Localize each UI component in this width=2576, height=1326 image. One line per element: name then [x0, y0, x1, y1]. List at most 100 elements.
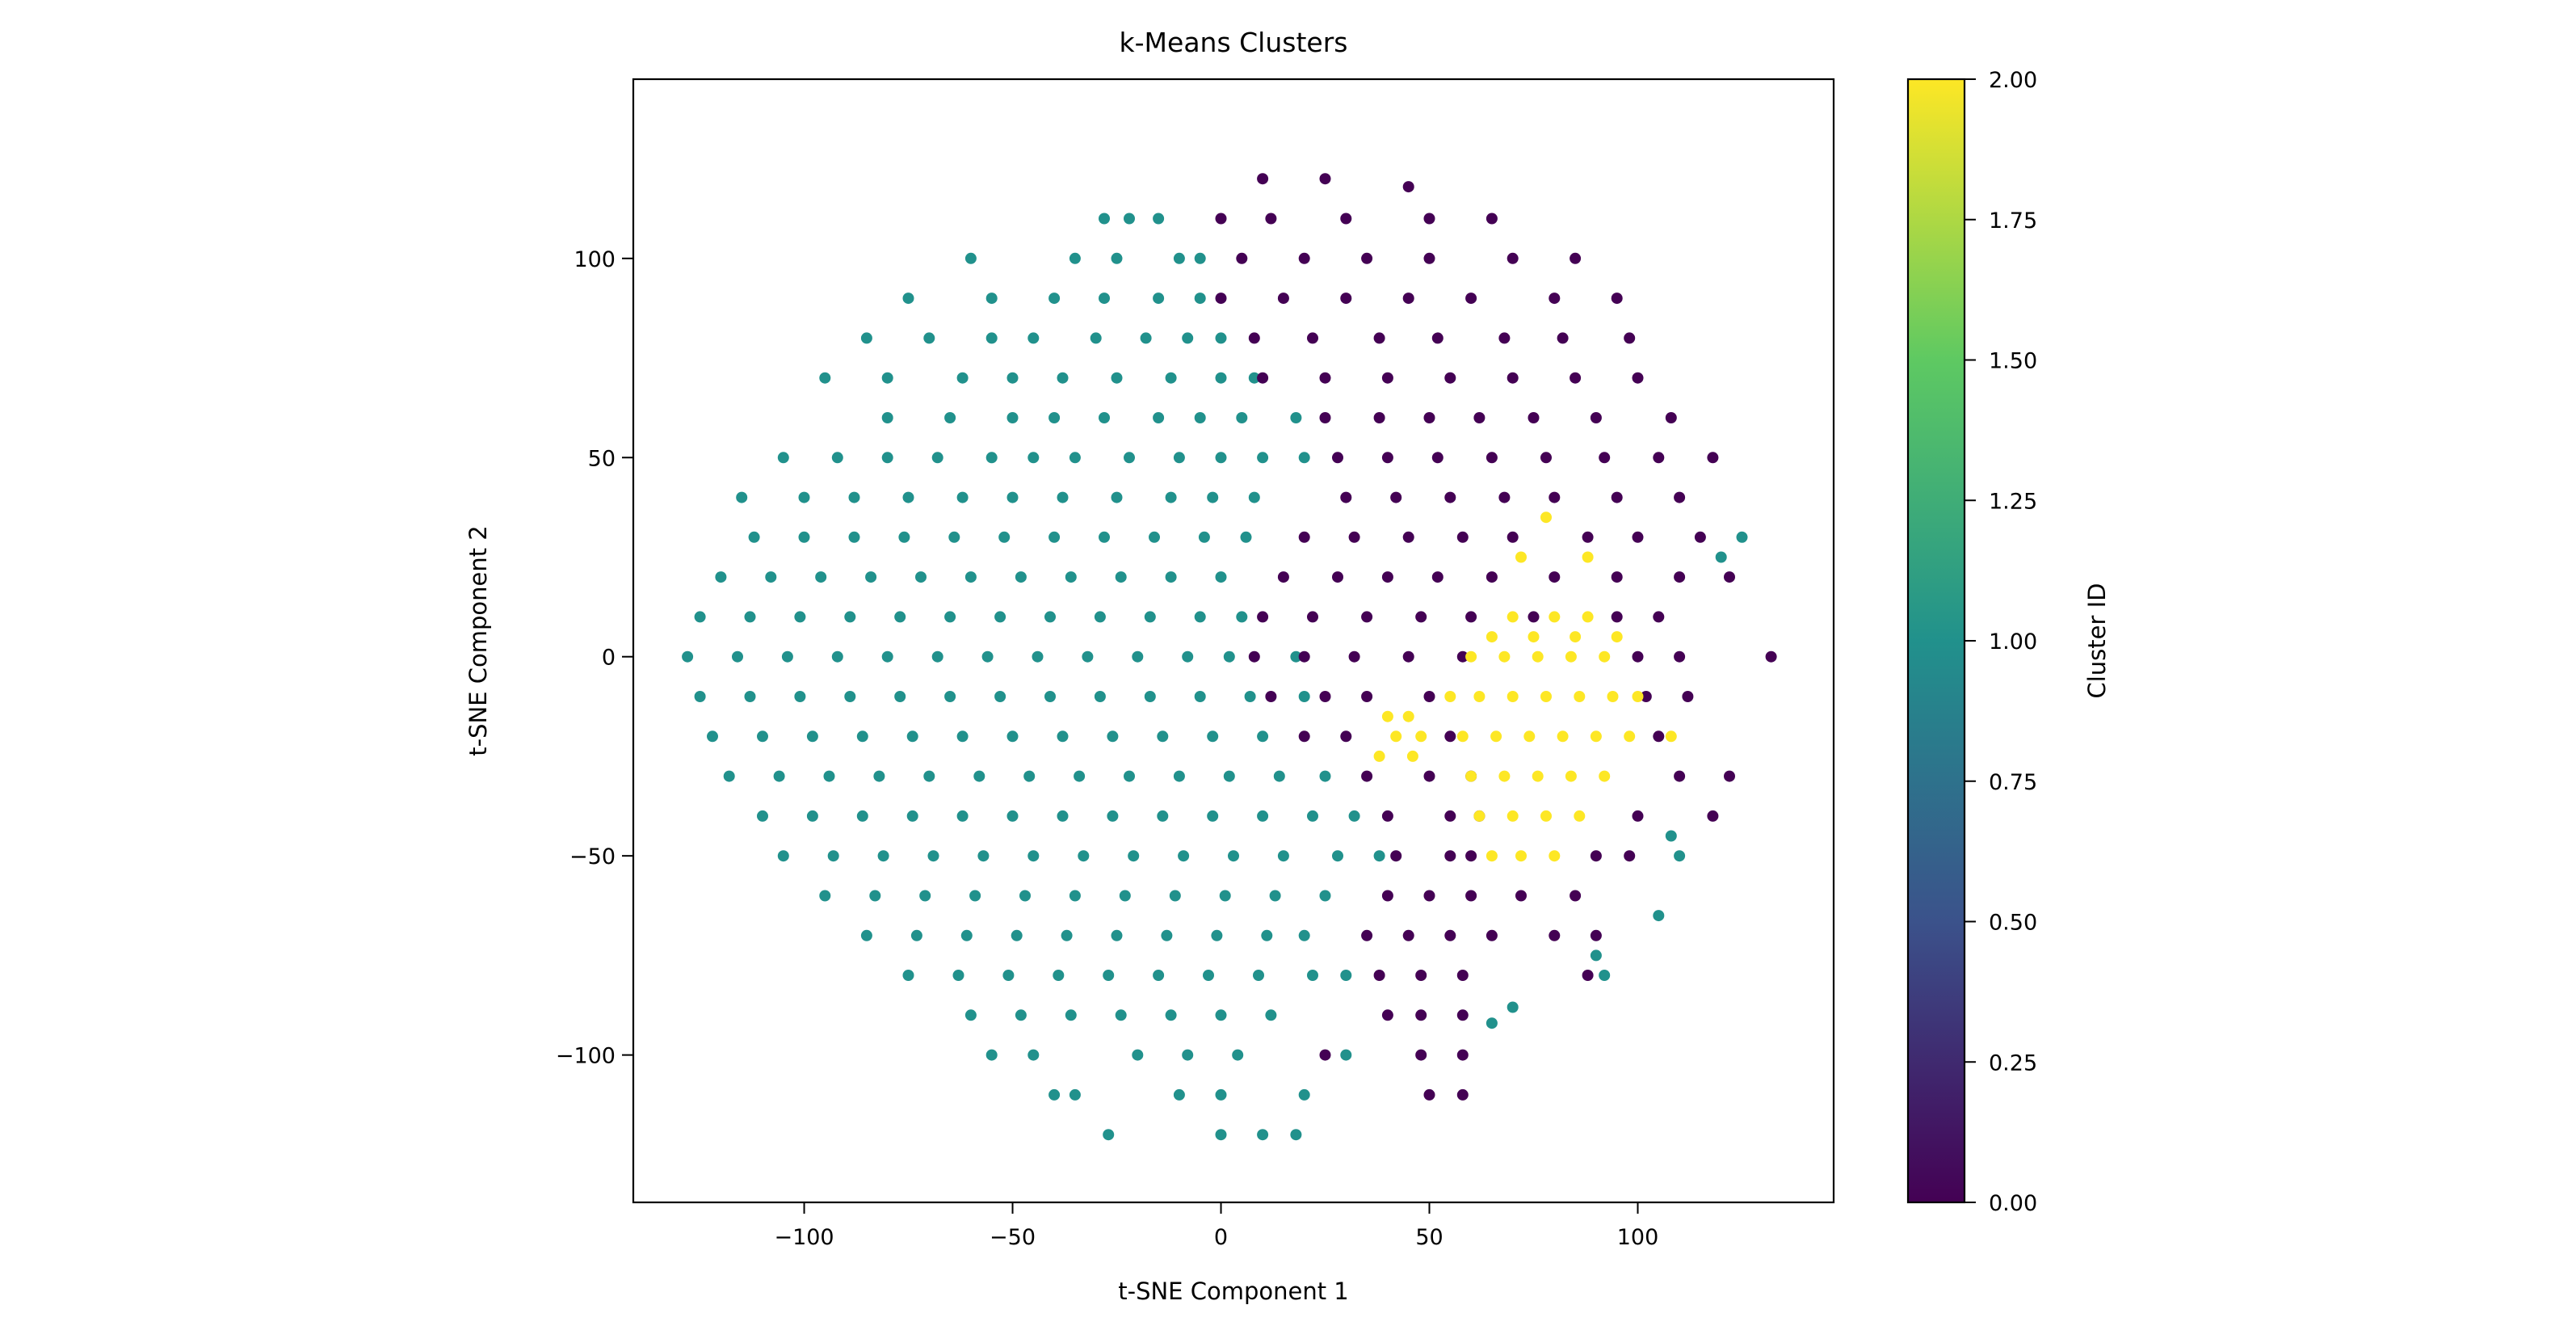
point-cluster-1 [1074, 770, 1086, 782]
point-cluster-1 [1107, 730, 1119, 743]
point-cluster-2 [1565, 650, 1577, 663]
point-cluster-0 [1444, 850, 1456, 862]
point-cluster-0 [1582, 531, 1594, 543]
point-cluster-1 [865, 571, 877, 583]
point-cluster-1 [881, 412, 893, 423]
point-cluster-1 [881, 372, 893, 384]
point-cluster-1 [856, 810, 868, 822]
point-cluster-1 [1715, 551, 1727, 563]
point-cluster-1 [1298, 929, 1310, 941]
point-cluster-2 [1574, 810, 1586, 822]
point-cluster-1 [1207, 730, 1219, 743]
point-cluster-0 [1624, 332, 1636, 344]
point-cluster-1 [1165, 571, 1177, 583]
point-cluster-1 [1082, 650, 1094, 663]
point-cluster-1 [898, 531, 910, 543]
point-cluster-1 [998, 531, 1011, 543]
point-cluster-0 [1277, 293, 1289, 305]
point-cluster-1 [765, 571, 777, 583]
point-cluster-1 [910, 929, 922, 941]
point-cluster-0 [1298, 650, 1310, 663]
point-cluster-1 [1194, 293, 1206, 305]
point-cluster-2 [1402, 710, 1414, 722]
point-cluster-1 [1736, 531, 1748, 543]
point-cluster-2 [1381, 710, 1393, 722]
point-cluster-0 [1381, 1009, 1393, 1021]
point-cluster-0 [1390, 850, 1402, 862]
point-cluster-1 [1128, 850, 1140, 862]
point-cluster-0 [1431, 452, 1443, 464]
point-cluster-1 [1194, 691, 1206, 702]
point-cluster-0 [1486, 929, 1498, 941]
point-cluster-1 [1048, 531, 1061, 543]
point-cluster-0 [1215, 213, 1227, 225]
point-cluster-0 [1319, 691, 1331, 702]
point-cluster-1 [1194, 252, 1206, 264]
point-cluster-0 [1319, 1049, 1331, 1061]
point-cluster-1 [860, 332, 872, 344]
point-cluster-2 [1373, 750, 1385, 762]
point-cluster-1 [944, 691, 956, 702]
point-cluster-0 [1340, 293, 1352, 305]
point-cluster-0 [1257, 173, 1269, 185]
point-cluster-1 [1011, 929, 1023, 941]
point-cluster-1 [1006, 730, 1019, 743]
point-cluster-0 [1549, 571, 1561, 583]
point-cluster-0 [1361, 252, 1373, 264]
point-cluster-0 [1674, 650, 1686, 663]
point-cluster-1 [956, 372, 969, 384]
point-cluster-1 [757, 810, 768, 822]
point-cluster-0 [1381, 571, 1393, 583]
point-cluster-1 [736, 491, 748, 503]
point-cluster-1 [923, 332, 935, 344]
point-cluster-0 [1665, 412, 1677, 423]
point-cluster-1 [1111, 372, 1123, 384]
point-cluster-0 [1340, 730, 1352, 743]
point-cluster-0 [1319, 412, 1331, 423]
point-cluster-1 [948, 531, 960, 543]
point-cluster-1 [1078, 850, 1090, 862]
point-cluster-1 [1015, 571, 1027, 583]
point-cluster-0 [1611, 491, 1623, 503]
colorbar-tick-label: 0.75 [1989, 770, 2037, 795]
point-cluster-1 [1173, 770, 1185, 782]
point-cluster-1 [1265, 1009, 1277, 1021]
point-cluster-1 [1507, 1001, 1519, 1013]
point-cluster-1 [1019, 890, 1031, 902]
point-cluster-0 [1707, 452, 1719, 464]
point-cluster-2 [1444, 691, 1456, 702]
point-cluster-0 [1402, 181, 1414, 193]
point-cluster-0 [1361, 611, 1373, 623]
point-cluster-1 [1153, 970, 1165, 981]
point-cluster-1 [931, 452, 943, 464]
point-cluster-1 [1165, 1009, 1177, 1021]
point-cluster-1 [694, 691, 706, 702]
point-cluster-2 [1557, 730, 1569, 743]
point-cluster-1 [1273, 770, 1285, 782]
point-cluster-0 [1570, 372, 1582, 384]
point-cluster-1 [956, 491, 969, 503]
point-cluster-0 [1528, 611, 1540, 623]
point-cluster-0 [1632, 650, 1644, 663]
point-cluster-1 [1223, 770, 1235, 782]
point-cluster-1 [956, 810, 969, 822]
point-cluster-0 [1486, 571, 1498, 583]
point-cluster-1 [960, 929, 973, 941]
x-tick-label: 50 [1415, 1225, 1443, 1250]
point-cluster-1 [1124, 770, 1135, 782]
point-cluster-0 [1298, 252, 1310, 264]
point-cluster-1 [1065, 1009, 1077, 1021]
point-cluster-1 [1061, 929, 1073, 941]
point-cluster-0 [1415, 1009, 1427, 1021]
point-cluster-0 [1498, 332, 1511, 344]
point-cluster-1 [1215, 1129, 1227, 1141]
point-cluster-1 [1215, 452, 1227, 464]
point-cluster-1 [831, 452, 843, 464]
point-cluster-0 [1402, 531, 1414, 543]
point-cluster-0 [1415, 1049, 1427, 1061]
point-cluster-2 [1549, 850, 1561, 862]
point-cluster-1 [906, 810, 918, 822]
point-cluster-0 [1507, 252, 1519, 264]
point-cluster-1 [1248, 372, 1260, 384]
point-cluster-0 [1557, 332, 1569, 344]
